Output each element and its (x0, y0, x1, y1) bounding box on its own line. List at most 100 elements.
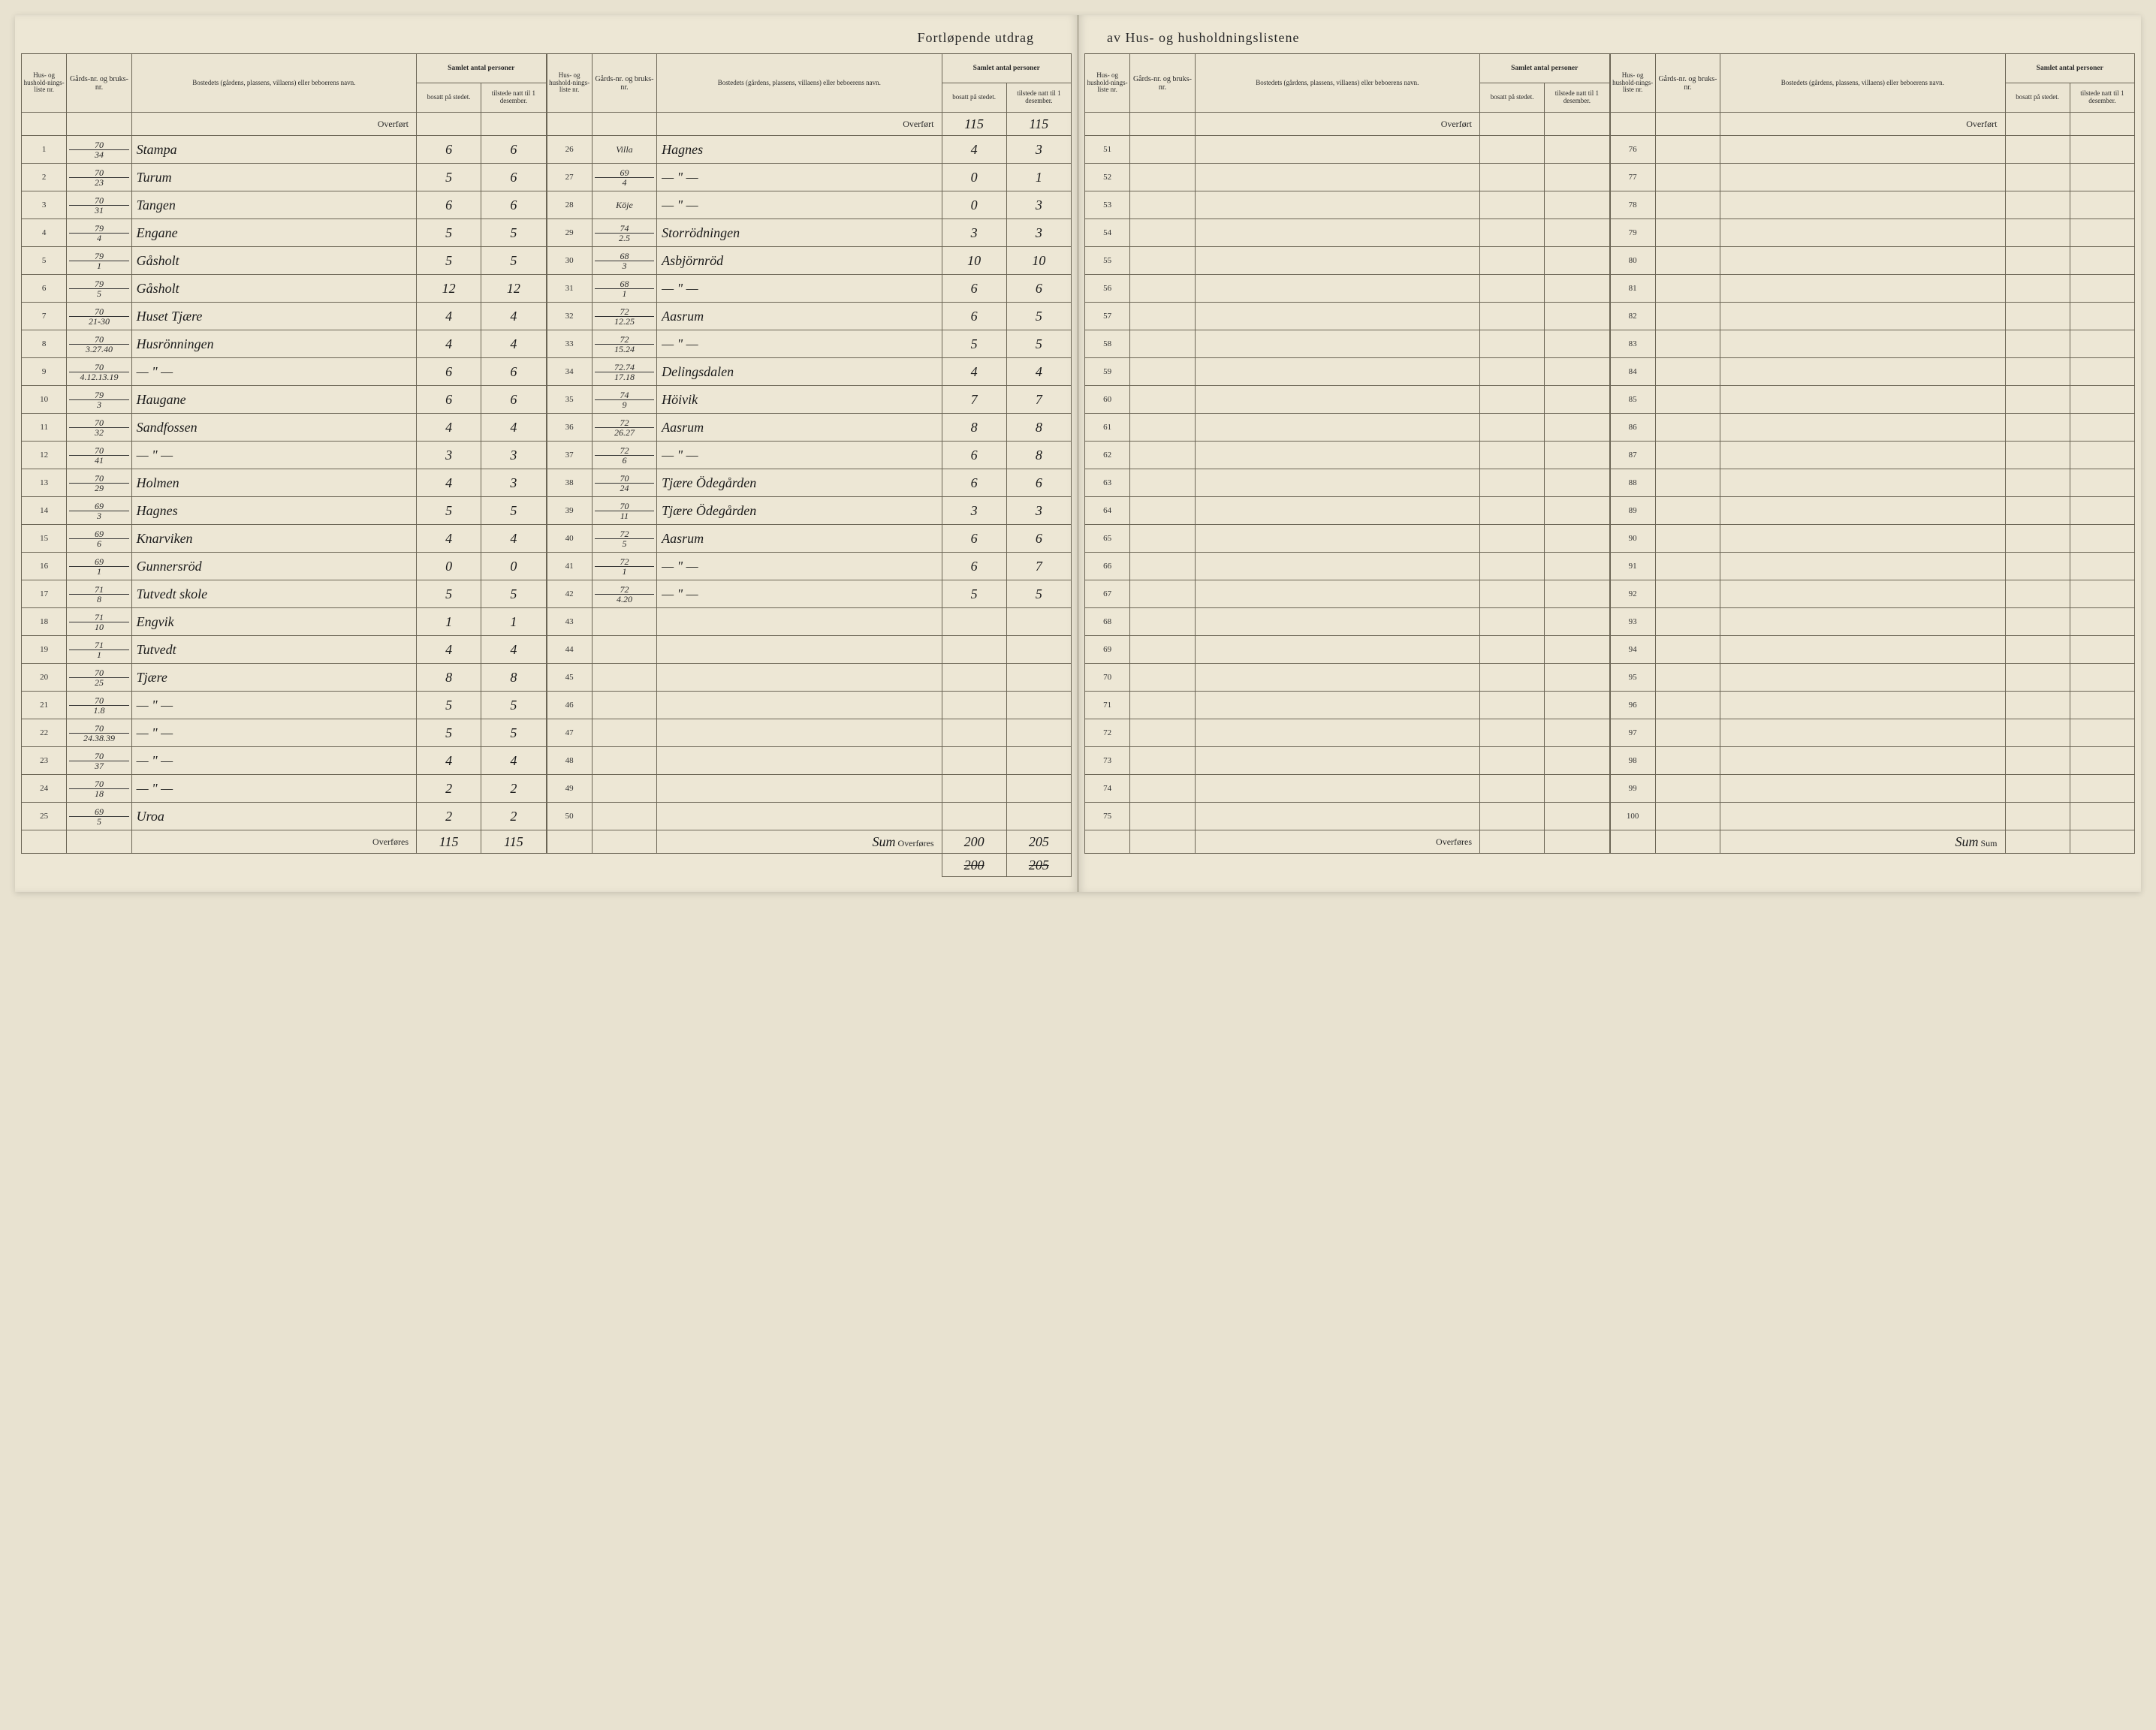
table-row: 3 7031 Tangen 6 6 (22, 191, 547, 219)
bosted-name (1720, 219, 2005, 247)
bosted-name (1195, 358, 1479, 386)
row-number: 57 (1085, 303, 1130, 330)
row-number: 11 (22, 414, 67, 442)
tilstede-count: 2 (481, 803, 546, 830)
tilstede-count (1545, 580, 1609, 608)
row-number: 38 (547, 469, 592, 497)
tilstede-count: 1 (1006, 164, 1071, 191)
table-row: 7 7021-30 Huset Tjære 4 4 (22, 303, 547, 330)
tilstede-count: 3 (481, 442, 546, 469)
bosted-name (1720, 358, 2005, 386)
row-number: 66 (1085, 553, 1130, 580)
bosted-name (1720, 553, 2005, 580)
table-row: 90 (1610, 525, 2135, 553)
row-number: 93 (1610, 608, 1655, 636)
tilstede-count (2070, 414, 2134, 442)
gard-nr (1655, 414, 1720, 442)
gard-nr (1130, 747, 1195, 775)
table-row: 11 7032 Sandfossen 4 4 (22, 414, 547, 442)
gard-nr (1130, 191, 1195, 219)
row-number: 59 (1085, 358, 1130, 386)
tilstede-count (1545, 358, 1609, 386)
bosted-name: Engane (131, 219, 416, 247)
gard-nr (1655, 386, 1720, 414)
tilstede-count: 5 (481, 692, 546, 719)
bosted-name (1720, 636, 2005, 664)
bosted-name: Huset Tjære (131, 303, 416, 330)
tilstede-count: 2 (481, 775, 546, 803)
row-number: 3 (22, 191, 67, 219)
row-number: 90 (1610, 525, 1655, 553)
row-number: 95 (1610, 664, 1655, 692)
bosted-name (657, 664, 942, 692)
bosted-name (657, 608, 942, 636)
gard-nr: 7025 (67, 664, 131, 692)
tilstede-count: 0 (481, 553, 546, 580)
bosatt-count (2005, 497, 2070, 525)
row-number: 12 (22, 442, 67, 469)
gard-nr (1655, 303, 1720, 330)
bosted-name (1195, 191, 1479, 219)
gard-nr: 7024 (592, 469, 656, 497)
gard-nr: 7041 (67, 442, 131, 469)
overfores-label: Overføres (1195, 830, 1479, 854)
gard-nr (1130, 330, 1195, 358)
bosatt-count: 5 (417, 164, 481, 191)
table-row: 77 (1610, 164, 2135, 191)
row-number: 78 (1610, 191, 1655, 219)
footer2-tilstede: 205 (1006, 854, 1071, 877)
row-number: 99 (1610, 775, 1655, 803)
row-number: 53 (1085, 191, 1130, 219)
gard-nr: 7029 (67, 469, 131, 497)
gard-nr: 691 (67, 553, 131, 580)
row-number: 41 (547, 553, 592, 580)
row-overfores: Overføres (1085, 830, 1610, 854)
bosted-name (1720, 775, 2005, 803)
bosted-name (1720, 303, 2005, 330)
row-number: 62 (1085, 442, 1130, 469)
table-row: 51 (1085, 136, 1610, 164)
gard-nr: 7212.25 (592, 303, 656, 330)
bosted-name (1195, 414, 1479, 442)
bosatt-count: 3 (942, 219, 1006, 247)
table-row: 44 (547, 636, 1072, 664)
gard-nr (592, 803, 656, 830)
tilstede-count (1006, 747, 1071, 775)
row-overfores: Overføres 115 115 (22, 830, 547, 854)
footer-tilstede: 115 (481, 830, 546, 854)
row-number: 22 (22, 719, 67, 747)
bosted-name (1195, 469, 1479, 497)
table-row: 12 7041 — " — 3 3 (22, 442, 547, 469)
bosatt-count (2005, 358, 2070, 386)
footer-bosatt (1480, 830, 1545, 854)
tilstede-count (2070, 191, 2134, 219)
table-row: 63 (1085, 469, 1610, 497)
row-number: 68 (1085, 608, 1130, 636)
row-number: 43 (547, 608, 592, 636)
table-row: 13 7029 Holmen 4 3 (22, 469, 547, 497)
table-row: 65 (1085, 525, 1610, 553)
bosted-name (1195, 553, 1479, 580)
gard-nr (1130, 219, 1195, 247)
bosatt-count: 0 (942, 191, 1006, 219)
row-number: 86 (1610, 414, 1655, 442)
table-row: 38 7024 Tjære Ödegården 6 6 (547, 469, 1072, 497)
tilstede-count (1545, 247, 1609, 275)
bosted-name: — " — (131, 692, 416, 719)
tilstede-count (1006, 608, 1071, 636)
row-number: 88 (1610, 469, 1655, 497)
table-row: 84 (1610, 358, 2135, 386)
bosatt-count (2005, 747, 2070, 775)
bosatt-count (2005, 330, 2070, 358)
row-number: 28 (547, 191, 592, 219)
overfort-tilstede (481, 113, 546, 136)
table-row: 59 (1085, 358, 1610, 386)
table-row: 73 (1085, 747, 1610, 775)
bosatt-count (1480, 747, 1545, 775)
bosatt-count: 5 (417, 219, 481, 247)
bosatt-count: 2 (417, 775, 481, 803)
gard-nr: 681 (592, 275, 656, 303)
table-row: 93 (1610, 608, 2135, 636)
table-row: 6 795 Gåsholt 12 12 (22, 275, 547, 303)
table-row: 97 (1610, 719, 2135, 747)
